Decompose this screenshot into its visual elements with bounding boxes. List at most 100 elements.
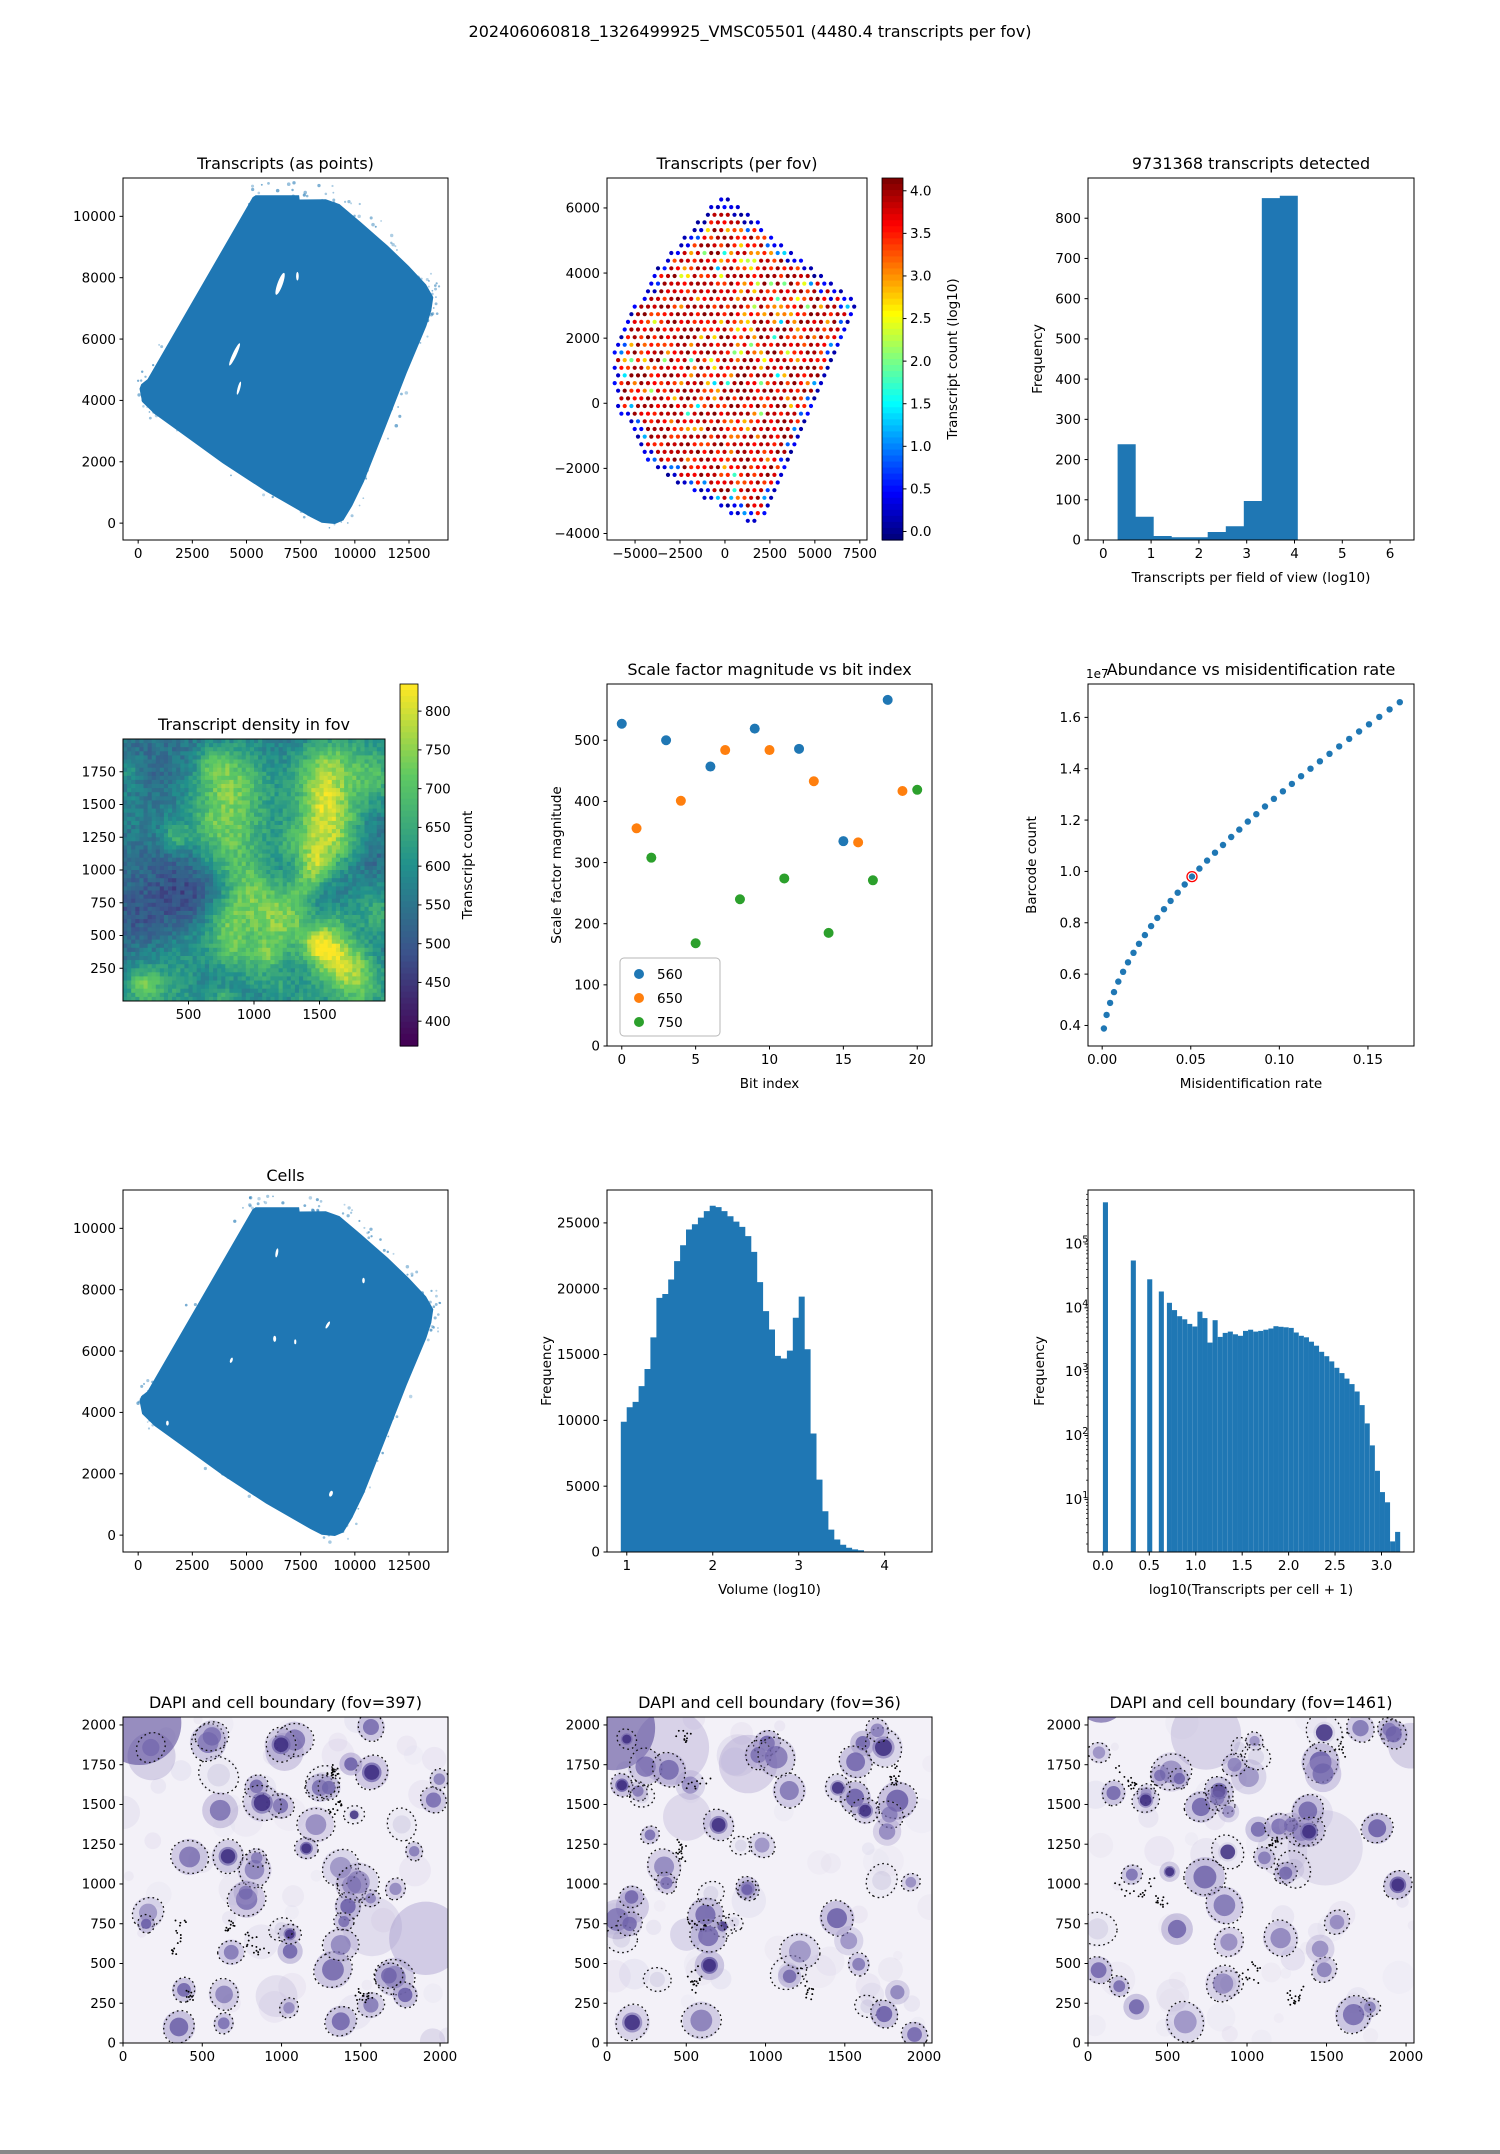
transcripts-per-fov-cbar-ticklabel: 0.5 (910, 482, 931, 498)
dapi-36-xticklabel: 500 (673, 2049, 699, 2065)
abundance-frame (1088, 684, 1414, 1046)
dapi-36-xticklabel: 0 (603, 2049, 612, 2065)
transcripts-hist-xlabel: Transcripts per field of view (log10) (1131, 570, 1371, 586)
transcripts-per-cell-bars (1103, 1202, 1400, 1552)
volume-hist-bars (621, 1206, 864, 1552)
transcript-density-cbar-ticklabel: 550 (425, 898, 451, 914)
dapi-397-image (97, 1681, 462, 2054)
transcripts-per-cell-yticklabel: 102 (1065, 1426, 1088, 1444)
dapi-1461-xticklabel: 2000 (1389, 2049, 1423, 2065)
transcript-density-xticklabel: 1500 (302, 1007, 336, 1023)
cells-tissue (136, 1195, 441, 1544)
transcript-density-cbar-ticklabel: 400 (425, 1014, 451, 1030)
volume-hist-xticklabel: 3 (794, 1558, 803, 1574)
dapi-1461-yticklabel: 500 (1055, 1956, 1081, 1972)
dapi-36-yticklabel: 1000 (566, 1877, 600, 1893)
transcript-density-xticklabel: 500 (176, 1007, 202, 1023)
transcript-density-yticklabel: 250 (90, 961, 116, 977)
abundance-title: Abundance vs misidentification rate (1107, 660, 1396, 679)
scale-factor-xticklabel: 0 (617, 1052, 626, 1068)
cells-yticklabel: 10000 (73, 1221, 116, 1237)
transcripts-per-cell-yticklabel: 105 (1065, 1234, 1088, 1252)
transcripts-points-tissue (137, 181, 440, 528)
transcripts-per-fov-cbar-ticklabel: 2.0 (910, 354, 931, 370)
scale-factor-yticklabel: 100 (574, 978, 600, 994)
dapi-36-yticklabel: 500 (574, 1956, 600, 1972)
dapi-36-xticklabel: 2000 (907, 2049, 941, 2065)
transcripts-per-fov-xticklabel: 0 (721, 546, 730, 562)
volume-hist-yticklabel: 5000 (566, 1479, 600, 1495)
transcripts-points-yticklabel: 2000 (82, 454, 116, 470)
transcripts-per-fov-xticklabel: 5000 (798, 546, 832, 562)
dapi-36-yticklabel: 1750 (566, 1757, 600, 1773)
transcript-density-cbar-ticklabel: 600 (425, 859, 451, 875)
transcripts-per-cell-xticklabel: 0.5 (1139, 1558, 1160, 1574)
dapi-397-title: DAPI and cell boundary (fov=397) (149, 1693, 422, 1712)
abundance-points (1101, 699, 1403, 1032)
transcript-density-cbar-label: Transcript count (460, 811, 476, 921)
abundance-xticklabel: 0.05 (1176, 1052, 1206, 1068)
cells-xticklabel: 2500 (175, 1558, 209, 1574)
transcripts-points-xticklabel: 10000 (333, 546, 376, 562)
transcript-density-cbar-ticklabel: 650 (425, 820, 451, 836)
transcripts-hist-yticklabel: 300 (1055, 412, 1081, 428)
transcripts-points-title: Transcripts (as points) (196, 154, 374, 173)
cells-xticklabel: 12500 (388, 1558, 431, 1574)
transcripts-per-fov-cbar-ticklabel: 0.0 (910, 524, 931, 540)
plot-dapi-36: DAPI and cell boundary (fov=36) 0 500 1000 1… (566, 1686, 944, 2065)
cells-xticklabel: 7500 (283, 1558, 317, 1574)
transcripts-per-fov-yticklabel: −4000 (554, 526, 600, 542)
transcripts-per-cell-yticklabel: 101 (1065, 1490, 1088, 1508)
dapi-397-yticklabel: 1500 (82, 1797, 116, 1813)
transcripts-hist-ylabel: Frequency (1030, 324, 1046, 394)
transcript-density-cbar-ticklabel: 500 (425, 936, 451, 952)
dapi-1461-image (1076, 1672, 1434, 2049)
dapi-1461-yticklabel: 0 (1072, 2036, 1081, 2052)
transcripts-hist-frame (1088, 178, 1414, 540)
abundance-yticklabel: 1.6 (1060, 710, 1081, 726)
transcript-density-title: Transcript density in fov (157, 715, 350, 734)
dapi-36-title: DAPI and cell boundary (fov=36) (638, 1693, 901, 1712)
volume-hist-yticklabel: 10000 (557, 1413, 600, 1429)
cells-yticklabel: 2000 (82, 1466, 116, 1482)
dapi-397-yticklabel: 1000 (82, 1877, 116, 1893)
dapi-1461-yticklabel: 1500 (1047, 1797, 1081, 1813)
scale-factor-yticklabel: 200 (574, 916, 600, 932)
transcripts-per-fov-yticklabel: 0 (591, 396, 600, 412)
cells-yticklabel: 4000 (82, 1405, 116, 1421)
abundance-yticklabel: 1.0 (1060, 864, 1081, 880)
scale-factor-yticklabel: 300 (574, 855, 600, 871)
dapi-36-xticklabel: 1000 (748, 2049, 782, 2065)
transcripts-per-cell-xticklabel: 2.5 (1324, 1558, 1345, 1574)
transcript-density-yticklabel: 1500 (82, 797, 116, 813)
scale-factor-yticklabel: 0 (591, 1039, 600, 1055)
transcripts-hist-yticklabel: 400 (1055, 372, 1081, 388)
scale-factor-points (617, 695, 922, 948)
figure-title: 202406060818_1326499925_VMSC05501 (4480.… (0, 22, 1500, 41)
dapi-1461-title: DAPI and cell boundary (fov=1461) (1109, 1693, 1392, 1712)
dapi-397-yticklabel: 250 (90, 1996, 116, 2012)
dapi-1461-xticklabel: 1500 (1309, 2049, 1343, 2065)
dapi-397-xticklabel: 1500 (344, 2049, 378, 2065)
dapi-36-yticklabel: 750 (574, 1916, 600, 1932)
dapi-1461-yticklabel: 750 (1055, 1916, 1081, 1932)
volume-hist-xticklabel: 1 (622, 1558, 631, 1574)
transcripts-hist-bars (1118, 196, 1298, 540)
dapi-397-yticklabel: 500 (90, 1956, 116, 1972)
transcripts-points-yticklabel: 6000 (82, 332, 116, 348)
scale-factor-title: Scale factor magnitude vs bit index (627, 660, 911, 679)
transcripts-per-fov-yticklabel: −2000 (554, 461, 600, 477)
scale-factor-yticklabel: 400 (574, 794, 600, 810)
transcripts-per-fov-yticklabel: 4000 (566, 266, 600, 282)
transcripts-per-fov-xticklabel: −5000 (612, 546, 658, 562)
abundance-ylabel: Barcode count (1024, 816, 1040, 914)
dapi-1461-xticklabel: 500 (1155, 2049, 1181, 2065)
